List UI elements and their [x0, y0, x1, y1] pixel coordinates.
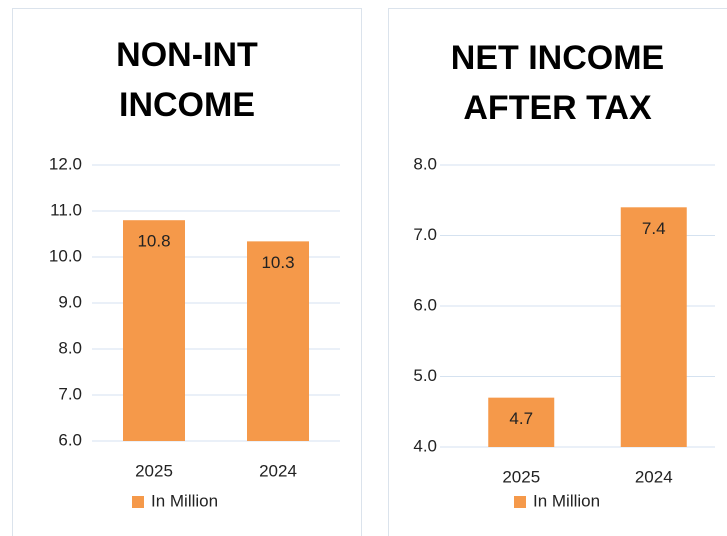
legend-label: In Million — [151, 491, 218, 510]
legend-label: In Million — [533, 491, 600, 510]
legend-swatch — [514, 496, 526, 508]
bar — [620, 207, 687, 447]
chart-title: NET INCOME AFTER TAX — [450, 39, 665, 127]
x-tick-label: 2024 — [635, 467, 673, 486]
y-tick-label: 8.0 — [58, 338, 82, 357]
y-tick-label: 7.0 — [413, 225, 437, 244]
data-label: 10.3 — [261, 253, 294, 272]
y-tick-label: 5.0 — [413, 366, 437, 385]
title-box: NON-INT INCOME — [116, 36, 258, 124]
x-tick-label: 2025 — [135, 461, 173, 480]
y-tick-label: 6.0 — [58, 430, 82, 449]
y-tick-label: 8.0 — [413, 154, 437, 173]
y-tick-label: 9.0 — [58, 292, 82, 311]
panel — [388, 8, 727, 536]
data-label: 4.7 — [509, 409, 533, 428]
y-tick-label: 6.0 — [413, 295, 437, 314]
data-label: 7.4 — [642, 219, 666, 238]
x-tick-label: 2025 — [502, 467, 540, 486]
bar — [247, 241, 309, 441]
panel — [12, 8, 362, 536]
y-tick-label: 10.0 — [49, 246, 82, 265]
y-tick-label: 4.0 — [413, 436, 437, 455]
x-tick-label: 2024 — [259, 461, 297, 480]
bar — [123, 220, 185, 441]
bar — [488, 397, 555, 447]
data-label: 10.8 — [137, 232, 170, 251]
y-tick-label: 7.0 — [58, 384, 82, 403]
y-tick-label: 11.0 — [50, 200, 82, 219]
title-box: NET INCOME AFTER TAX — [450, 39, 665, 127]
chart-title: NON-INT INCOME — [116, 36, 258, 124]
y-tick-label: 12.0 — [49, 154, 82, 173]
legend-swatch — [132, 496, 144, 508]
